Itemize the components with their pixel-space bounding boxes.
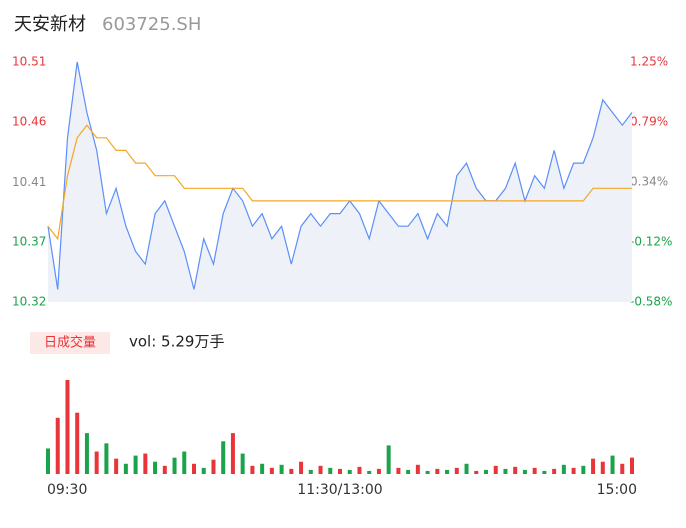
volume-bar [484, 469, 488, 474]
x-tick-label: 09:30 [47, 482, 87, 498]
volume-bar [396, 467, 401, 474]
volume-bar [289, 468, 294, 474]
volume-bar [269, 467, 274, 474]
volume-bar [153, 461, 158, 474]
y-tick-label: 10.41 [12, 175, 46, 189]
volume-bar [172, 457, 177, 474]
volume-bar [357, 466, 362, 474]
volume-bar [445, 469, 450, 474]
volume-bar [532, 467, 537, 474]
volume-bar [250, 465, 255, 474]
volume-bar [503, 468, 508, 474]
volume-bar [415, 464, 420, 474]
volume-bar [308, 469, 313, 474]
price-area [48, 62, 632, 302]
volume-bar [561, 464, 566, 474]
average-line [47, 124, 632, 241]
volume-bar [464, 463, 469, 474]
volume-bar [201, 467, 206, 474]
volume-bar [55, 417, 60, 474]
volume-bar [610, 455, 615, 474]
volume-text: vol: 5.29万手 [129, 333, 224, 351]
chart-subtitle: 603725.SH [102, 14, 201, 35]
volume-label-box [30, 332, 110, 354]
volume-bar [328, 467, 333, 474]
volume-bar [630, 457, 634, 474]
volume-bar [406, 469, 411, 474]
volume-bar [581, 465, 586, 474]
volume-bar [182, 451, 187, 474]
y-tick-label: 10.46 [12, 115, 46, 129]
volume-bar [425, 470, 430, 474]
volume-bar [75, 412, 80, 474]
volume-bar [260, 463, 265, 474]
volume-bar [600, 461, 605, 474]
volume-bar [454, 467, 459, 474]
x-tick-label: 11:30/13:00 [297, 482, 382, 498]
volume-bar [542, 470, 547, 474]
volume-bar [94, 451, 99, 474]
x-tick-label: 15:00 [597, 482, 637, 498]
volume-bar [552, 468, 557, 474]
volume-bar [279, 464, 284, 474]
volume-bar [299, 461, 304, 474]
volume-bar [435, 468, 440, 474]
volume-bar [318, 465, 323, 474]
volume-label: 日成交量 [44, 335, 96, 351]
y2-tick-label: 0.79% [630, 115, 668, 129]
volume-bar [386, 445, 391, 474]
y2-tick-label: 1.25% [630, 55, 668, 69]
y2-tick-label: -0.12% [630, 235, 672, 249]
volume-bar [143, 453, 148, 474]
volume-bar [513, 466, 518, 474]
volume-bar [84, 433, 89, 474]
volume-bar [571, 467, 576, 474]
volume-bar [65, 380, 70, 474]
volume-bar [474, 470, 479, 474]
volume-bar [230, 433, 235, 474]
volume-bar [522, 469, 527, 474]
y-tick-label: 10.37 [12, 235, 46, 249]
volume-bar [104, 443, 109, 474]
volume-bar [221, 441, 226, 474]
volume-bar [123, 463, 128, 474]
y2-tick-label: -0.58% [630, 295, 672, 309]
volume-bar [114, 458, 119, 474]
volume-bar [240, 453, 245, 474]
volume-bar [133, 455, 138, 474]
y2-tick-label: 0.34% [630, 175, 668, 189]
volume-bar [192, 463, 196, 474]
volume-bar [493, 465, 498, 474]
volume-bar [211, 459, 216, 474]
chart-title: 天安新材 [14, 14, 86, 35]
volume-bar [162, 465, 167, 474]
volume-bar [591, 458, 596, 474]
volume-bar [46, 448, 50, 474]
y-tick-label: 10.32 [12, 295, 46, 309]
y-tick-label: 10.51 [12, 55, 46, 69]
volume-bar [338, 468, 342, 474]
price-line [47, 61, 633, 290]
volume-bar [367, 470, 372, 474]
volume-bar [347, 469, 352, 474]
volume-bar [376, 468, 381, 474]
volume-bar [620, 463, 625, 474]
